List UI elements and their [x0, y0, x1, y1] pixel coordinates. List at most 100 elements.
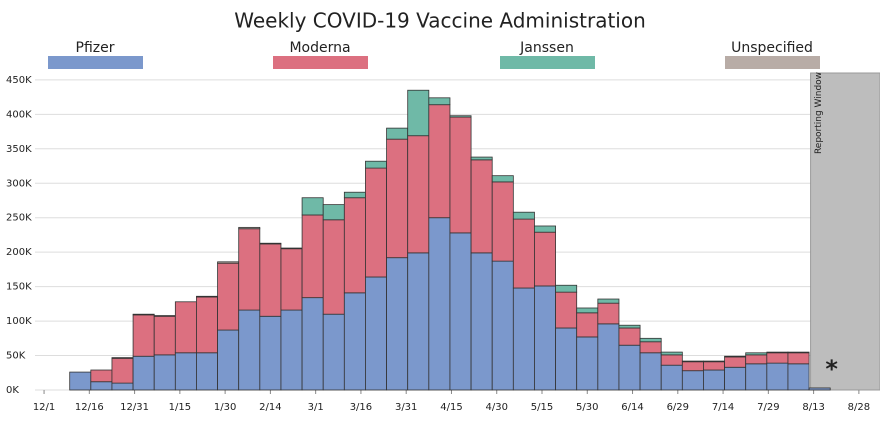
bar-segment [491, 175, 514, 183]
bar-segment [576, 307, 599, 314]
bar-segment [111, 357, 134, 384]
bar-segment [660, 351, 683, 356]
legend-swatch [273, 56, 368, 69]
bar-segment [555, 327, 578, 391]
x-tick-label: 3/16 [350, 402, 372, 413]
bar-segment [259, 243, 282, 317]
bar-segment [132, 314, 155, 357]
bar-segment [745, 352, 768, 356]
bar-segment [449, 232, 472, 391]
y-tick-label: 300K [6, 178, 32, 189]
bar-segment [386, 138, 409, 259]
bar-segment [724, 355, 747, 358]
bar-segment [766, 351, 789, 354]
legend-label: Pfizer [76, 40, 115, 56]
bar-segment [681, 370, 704, 391]
bar-segment [322, 313, 345, 391]
bar-segment [365, 160, 387, 169]
y-tick-label: 150K [6, 282, 32, 293]
bar-segment [470, 156, 493, 161]
bar-segment [555, 291, 578, 329]
bar-segment [343, 197, 366, 294]
bar-segment [512, 287, 535, 391]
bar-segment [217, 329, 240, 391]
bar-segment [449, 116, 472, 234]
x-tick-label: 1/15 [169, 402, 191, 413]
bar-segment [322, 204, 345, 221]
bar-segment [745, 363, 768, 391]
legend-label: Unspecified [731, 40, 813, 56]
bar-segment [703, 369, 725, 391]
bar-segment [491, 260, 514, 391]
legend-swatch [725, 56, 820, 69]
bar-segment [153, 315, 176, 356]
x-tick-label: 4/15 [440, 402, 462, 413]
bar-segment [618, 327, 641, 346]
bar-segment [90, 381, 113, 391]
bar-segment [470, 252, 493, 391]
bar-segment [703, 360, 725, 363]
bar-segment [280, 248, 303, 311]
bar-segment [745, 354, 768, 365]
bar-segment [597, 302, 620, 325]
x-tick-label: 8/28 [848, 402, 870, 413]
y-tick-label: 350K [6, 144, 32, 155]
bar-segment [111, 382, 134, 391]
y-tick-label: 100K [6, 316, 32, 327]
legend-swatch [48, 56, 143, 69]
bar-segment [512, 211, 535, 220]
bar-segment [196, 352, 218, 391]
bar-segment [555, 284, 578, 293]
bar-segment [301, 297, 324, 391]
bar-segment [470, 159, 493, 254]
bar-segment [597, 298, 620, 304]
y-tick-label: 450K [6, 75, 32, 86]
bar-segment [322, 219, 345, 315]
bar-segment [407, 135, 430, 254]
legend-label: Janssen [519, 40, 574, 56]
bar-segment [597, 323, 620, 391]
bar-segment [343, 191, 366, 199]
bar-segment [365, 276, 387, 391]
bar-segment [766, 362, 789, 391]
bar-segment [534, 285, 556, 391]
bar-segment [153, 315, 176, 317]
bar-segment [639, 341, 662, 354]
x-tick-label: 6/29 [667, 402, 689, 413]
bar-segment [365, 167, 387, 278]
bar-segment [618, 344, 641, 391]
bar-segment [196, 295, 218, 298]
bar-segment [259, 315, 282, 391]
legend-swatch [500, 56, 595, 69]
bar-segment [639, 337, 662, 343]
bar-segment [90, 369, 113, 383]
bar-segment [534, 225, 556, 233]
bar-segment [428, 104, 451, 219]
bar-segment [660, 354, 683, 366]
bar-segment [69, 371, 92, 391]
bar-segment [576, 336, 599, 391]
reporting-window-label: Reporting Window [814, 72, 824, 154]
x-tick-label: 5/15 [531, 402, 553, 413]
bar-segment [428, 97, 451, 106]
bar-segment [343, 292, 366, 391]
bar-segment [301, 214, 324, 299]
y-tick-label: 0K [6, 385, 19, 396]
chart-title: Weekly COVID-19 Vaccine Administration [234, 9, 646, 33]
y-tick-label: 50K [6, 351, 26, 362]
x-tick-label: 7/14 [712, 402, 734, 413]
bar-segment [132, 313, 155, 316]
bar-segment [217, 261, 240, 264]
bar-segment [238, 309, 261, 391]
bar-segment [196, 296, 218, 354]
x-tick-label: 6/14 [621, 402, 643, 413]
bar-segment [280, 309, 303, 391]
reporting-window [810, 72, 880, 391]
x-tick-label: 12/31 [120, 402, 149, 413]
bar-segment [724, 356, 747, 368]
bar-segment [681, 361, 704, 372]
bar-segment [449, 115, 472, 118]
bar-segment [808, 387, 831, 391]
bar-segment [639, 352, 662, 391]
